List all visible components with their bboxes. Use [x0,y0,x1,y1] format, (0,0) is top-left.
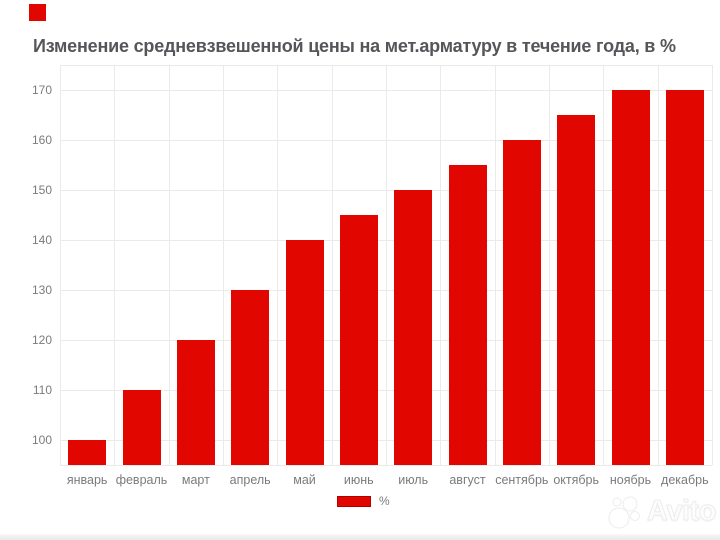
bar-март [176,340,215,465]
vertical-gridline [60,65,61,465]
horizontal-gridline [60,340,712,341]
vertical-gridline [277,65,279,465]
x-axis-label-февраль: февраль [115,473,168,487]
bar-ноябрь [611,90,650,465]
horizontal-gridline [60,390,712,391]
x-axis-label-сентябрь: сентябрь [495,473,549,487]
legend-label: % [379,494,390,508]
y-axis-tick-label: 170 [31,83,52,97]
vertical-gridline [549,65,550,465]
horizontal-gridline [60,440,712,441]
horizontal-gridline [60,190,712,191]
chart-title: Изменение средневзвешенной цены на мет.а… [33,36,676,56]
x-axis-label-март: март [181,473,210,487]
vertical-gridline [386,65,387,465]
vertical-gridline [494,65,496,465]
x-axis-baseline [60,465,712,466]
vertical-gridline [223,65,224,465]
legend: % [337,495,390,507]
avito-watermark-text: Avito [647,495,717,528]
y-axis-tick-label: 140 [31,233,52,247]
x-axis-label-август: август [449,473,486,487]
avito-watermark: Avito [608,493,717,531]
y-axis-tick-label: 150 [31,183,52,197]
horizontal-gridline [60,90,712,91]
y-axis-tick-label: 110 [32,383,52,397]
legend-swatch-icon [337,495,371,507]
bottom-edge-strip [0,534,720,540]
vertical-gridline [657,65,659,465]
bar-февраль [122,390,161,465]
bar-апрель [231,290,270,465]
bar-декабрь [665,90,704,465]
x-axis-label-май: май [293,473,316,487]
bar-январь [68,440,107,465]
bar-май [285,240,324,465]
avito-logo-circles-icon [608,496,640,529]
horizontal-gridline [60,290,712,291]
brand-red-square-icon [29,4,46,21]
x-axis-label-январь: январь [66,473,108,487]
vertical-gridline [712,65,713,465]
horizontal-gridline [60,140,712,141]
bar-август [448,165,487,465]
x-axis-label-июнь: июнь [343,473,374,487]
x-axis-label-октябрь: октябрь [553,473,599,487]
plot-top-line [60,65,712,66]
vertical-gridline [603,65,605,465]
bar-июль [394,190,433,465]
y-axis-tick-label: 160 [31,133,52,147]
vertical-gridline [114,65,116,465]
vertical-gridline [440,65,442,465]
y-axis-tick-label: 100 [31,433,52,447]
vertical-gridline [331,65,333,465]
vertical-gridline [168,65,170,465]
bar-июнь [339,215,378,465]
horizontal-gridline [60,240,712,241]
x-axis-label-декабрь: декабрь [661,473,709,487]
x-axis-label-апрель: апрель [229,473,271,487]
y-axis-tick-label: 130 [31,283,52,297]
y-axis-tick-label: 120 [31,333,52,347]
bar-октябрь [557,115,596,465]
x-axis-label-июль: июль [398,473,429,487]
bar-сентябрь [502,140,541,465]
x-axis-label-ноябрь: ноябрь [609,473,652,487]
